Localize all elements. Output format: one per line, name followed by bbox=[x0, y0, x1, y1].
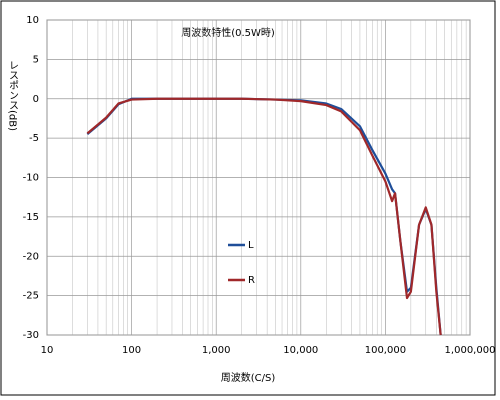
y-tick-label: 5 bbox=[33, 54, 39, 65]
legend-label: R bbox=[248, 275, 255, 286]
legend-label: L bbox=[248, 240, 254, 251]
x-tick-label: 100,000 bbox=[365, 345, 406, 356]
x-tick-label: 10,000 bbox=[283, 345, 318, 356]
y-tick-label: -5 bbox=[29, 133, 39, 144]
y-tick-label: -25 bbox=[23, 291, 39, 302]
y-tick-label: -20 bbox=[23, 251, 39, 262]
y-tick-label: -30 bbox=[23, 330, 39, 341]
x-tick-label: 1,000 bbox=[202, 345, 231, 356]
y-tick-label: -10 bbox=[23, 173, 39, 184]
chart-title: 周波数特性(0.5W時) bbox=[181, 26, 275, 39]
y-axis-label: レスポンス(dB) bbox=[7, 60, 19, 131]
y-tick-label: 10 bbox=[26, 15, 39, 26]
x-tick-label: 1,000,000 bbox=[445, 345, 496, 356]
y-tick-label: 0 bbox=[33, 94, 39, 105]
data-line bbox=[86, 97, 442, 336]
x-axis-label: 周波数(C/S) bbox=[221, 371, 276, 384]
y-tick-label: -15 bbox=[23, 212, 39, 223]
x-tick-label: 10 bbox=[41, 345, 54, 356]
x-tick-label: 100 bbox=[122, 345, 141, 356]
